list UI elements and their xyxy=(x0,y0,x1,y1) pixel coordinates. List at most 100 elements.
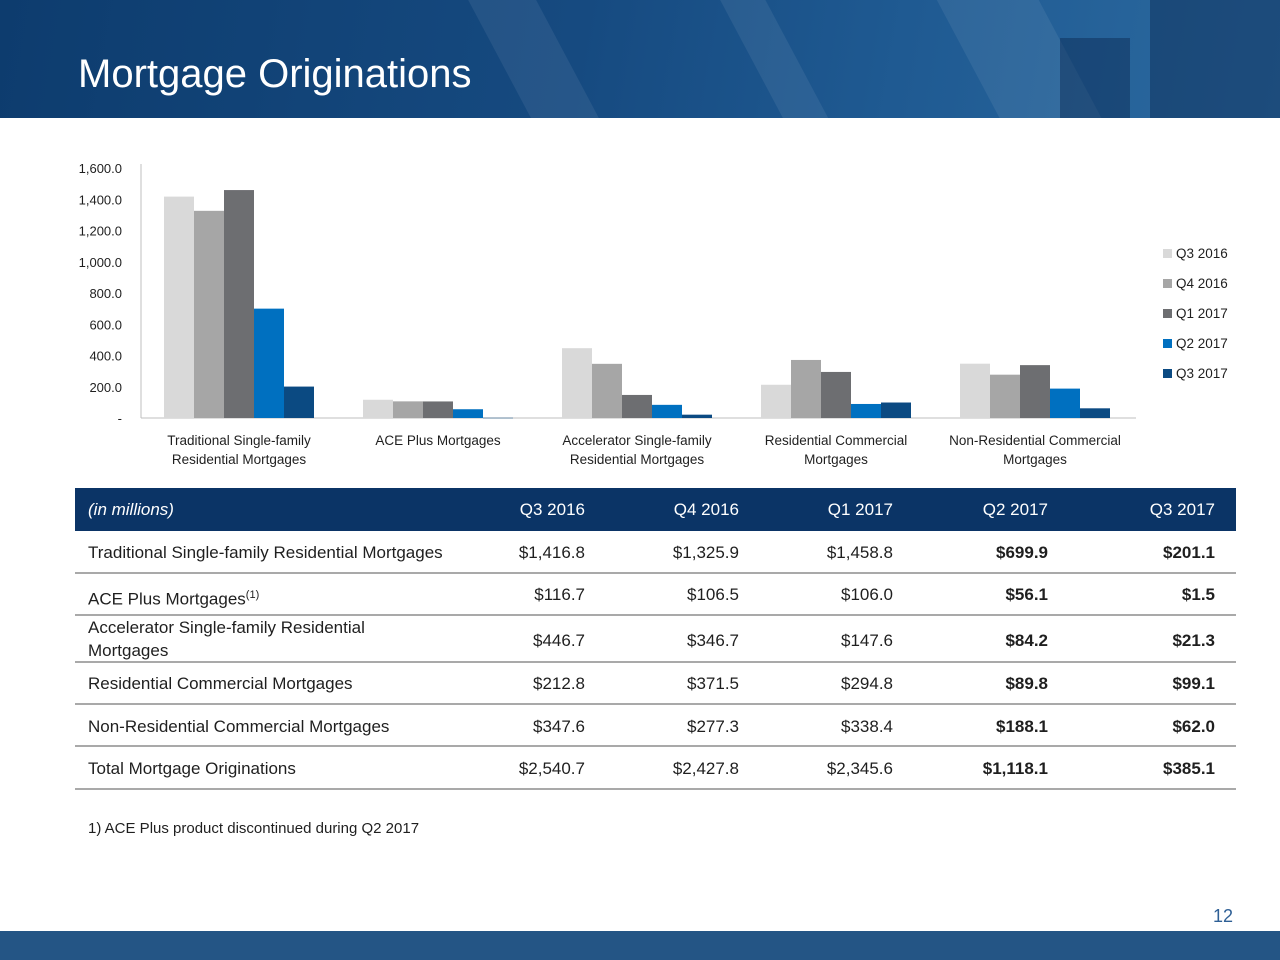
row-value-q3-2016: $2,540.7 xyxy=(518,759,585,778)
row-value-q2-2017: $89.8 xyxy=(1005,674,1048,693)
row-label: Non-Residential Commercial Mortgages xyxy=(88,717,390,736)
row-value-q4-2016: $106.5 xyxy=(687,585,739,604)
bar-q1-2017 xyxy=(622,394,652,418)
legend-label: Q3 2016 xyxy=(1176,246,1228,261)
row-label: Traditional Single-family Residential Mo… xyxy=(88,543,443,562)
row-label-line-1: Accelerator Single-family Residential xyxy=(88,618,365,637)
row-value-q3-2017: $385.1 xyxy=(1163,759,1215,778)
row-value-q3-2017: $99.1 xyxy=(1172,674,1215,693)
x-category-label: Residential Mortgages xyxy=(172,452,307,467)
table-row: Traditional Single-family Residential Mo… xyxy=(75,531,1236,574)
row-value-q2-2017: $1,118.1 xyxy=(982,759,1048,778)
row-value-q2-2017: $56.1 xyxy=(1005,585,1048,604)
row-value-q3-2017: $21.3 xyxy=(1172,631,1215,650)
banner-building xyxy=(1060,38,1130,118)
bar-q3-2017 xyxy=(682,414,712,418)
y-tick-label: 1,200.0 xyxy=(79,224,122,239)
row-value-q2-2017: $84.2 xyxy=(1005,631,1048,650)
y-tick-label: 1,600.0 xyxy=(79,161,122,176)
column-header-q4-2016: Q4 2016 xyxy=(673,500,739,519)
banner-building xyxy=(1150,0,1280,118)
row-value-q3-2017: $201.1 xyxy=(1163,543,1215,562)
table-header: (in millions) Q3 2016 Q4 2016 Q1 2017 Q2… xyxy=(75,488,1236,531)
x-category-label: Traditional Single-family xyxy=(167,433,311,448)
row-value-q1-2017: $106.0 xyxy=(841,585,893,604)
table-units-label: (in millions) xyxy=(88,500,174,519)
x-category-label: Non-Residential Commercial xyxy=(949,433,1121,448)
legend-swatch xyxy=(1163,339,1172,348)
row-value-q3-2016: $347.6 xyxy=(533,717,585,736)
row-value-q4-2016: $277.3 xyxy=(687,717,739,736)
row-value-q1-2017: $2,345.6 xyxy=(826,759,893,778)
bar-q1-2017 xyxy=(1020,365,1050,418)
row-value-q4-2016: $371.5 xyxy=(687,674,739,693)
footnote: 1) ACE Plus product discontinued during … xyxy=(88,820,420,837)
column-header-q2-2017: Q2 2017 xyxy=(982,500,1048,519)
bar-q4-2016 xyxy=(393,401,423,418)
bar-q2-2017 xyxy=(851,403,881,418)
x-category-label: Mortgages xyxy=(804,452,868,467)
row-value-q1-2017: $1,458.8 xyxy=(826,543,893,562)
bar-q4-2016 xyxy=(592,363,622,418)
legend-swatch xyxy=(1163,309,1172,318)
title-banner: Mortgage Originations xyxy=(0,0,1280,118)
bar-q2-2017 xyxy=(652,404,682,418)
row-value-q3-2016: $116.7 xyxy=(534,585,585,604)
bar-q3-2017 xyxy=(284,386,314,418)
bar-q4-2016 xyxy=(194,210,224,418)
bar-q2-2017 xyxy=(453,409,483,418)
row-label: Total Mortgage Originations xyxy=(88,759,296,778)
column-header-q1-2017: Q1 2017 xyxy=(827,500,893,519)
footer-bar xyxy=(0,931,1280,960)
bar-q1-2017 xyxy=(423,401,453,418)
bar-q3-2016 xyxy=(164,196,194,418)
bar-q3-2016 xyxy=(960,363,990,418)
row-value-q1-2017: $294.8 xyxy=(841,674,893,693)
page-title: Mortgage Originations xyxy=(78,52,472,96)
bar-q3-2017 xyxy=(881,402,911,418)
table-row: Accelerator Single-family Residential Mo… xyxy=(75,616,1236,663)
row-value-q2-2017: $699.9 xyxy=(996,543,1048,562)
row-value-q4-2016: $1,325.9 xyxy=(672,543,739,562)
y-tick-label: 1,000.0 xyxy=(79,255,122,270)
bar-chart: - 200.0 400.0 600.0 800.0 1,000.0 1,200.0 1,400… xyxy=(79,161,1228,467)
row-value-q1-2017: $147.6 xyxy=(841,631,893,650)
bar-q4-2016 xyxy=(791,359,821,418)
row-value-q4-2016: $346.7 xyxy=(687,631,739,650)
y-tick-label: 600.0 xyxy=(89,317,122,332)
legend-swatch xyxy=(1163,369,1172,378)
row-value-q1-2017: $338.4 xyxy=(841,717,893,736)
x-category-label: Accelerator Single-family xyxy=(562,433,712,448)
bar-q3-2017 xyxy=(483,417,513,419)
table-row-total: Total Mortgage Originations $2,540.7 $2,… xyxy=(75,747,1236,790)
y-tick-label: 400.0 xyxy=(89,349,122,364)
legend-label: Q1 2017 xyxy=(1176,306,1228,321)
bar-q3-2016 xyxy=(562,348,592,418)
row-value-q3-2016: $446.7 xyxy=(533,631,585,650)
row-label-line-2: Mortgages xyxy=(88,641,169,660)
y-tick-label: 1,400.0 xyxy=(79,192,122,207)
legend-label: Q4 2016 xyxy=(1176,276,1228,291)
bar-q2-2017 xyxy=(1050,388,1080,418)
table-row: Residential Commercial Mortgages $212.8 … xyxy=(75,663,1236,705)
column-header-q3-2017: Q3 2017 xyxy=(1149,500,1215,519)
x-category-label: Residential Commercial xyxy=(765,433,908,448)
row-label-text: ACE Plus Mortgages xyxy=(88,589,246,609)
table-row: ACE Plus Mortgages(1) $116.7 $106.5 $106… xyxy=(75,574,1236,616)
row-value-q3-2016: $212.8 xyxy=(533,674,585,693)
legend-label: Q2 2017 xyxy=(1176,336,1228,351)
column-header-q3-2016: Q3 2016 xyxy=(519,500,585,519)
row-value-q4-2016: $2,427.8 xyxy=(672,759,739,778)
legend-swatch xyxy=(1163,279,1172,288)
page-number: 12 xyxy=(1212,906,1233,926)
row-label: ACE Plus Mortgages(1) xyxy=(88,585,259,610)
bar-q3-2016 xyxy=(363,399,393,418)
row-value-q3-2017: $62.0 xyxy=(1172,717,1215,736)
row-label: Residential Commercial Mortgages xyxy=(88,674,353,693)
bar-q1-2017 xyxy=(821,371,851,418)
y-tick-label: 800.0 xyxy=(89,286,122,301)
x-category-label: ACE Plus Mortgages xyxy=(375,433,501,448)
bar-q2-2017 xyxy=(254,308,284,418)
x-category-label: Mortgages xyxy=(1003,452,1067,467)
row-value-q3-2016: $1,416.8 xyxy=(518,543,585,562)
